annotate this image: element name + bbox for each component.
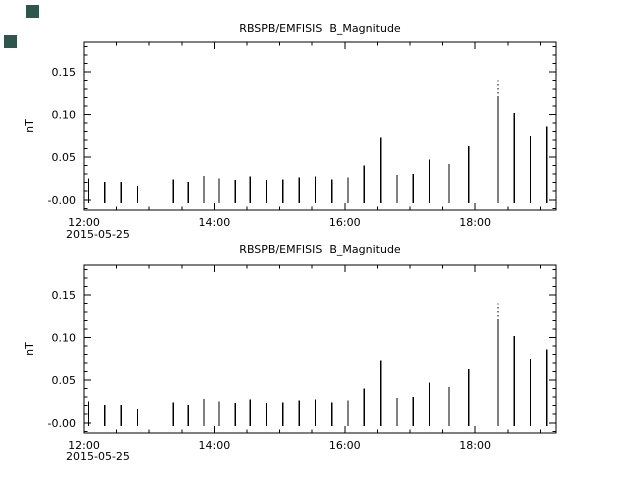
panel-2-title: RBSPB/EMFISIS B_Magnitude [239,243,401,256]
panel-1-title: RBSPB/EMFISIS B_Magnitude [239,22,401,35]
panel-2-date-label: 2015-05-25 [66,450,130,463]
svg-text:16:00: 16:00 [329,216,361,229]
svg-text:0.15: 0.15 [52,66,77,79]
svg-text:16:00: 16:00 [329,439,361,452]
svg-text:14:00: 14:00 [199,439,231,452]
svg-text:12:00: 12:00 [68,439,100,452]
svg-text:0.05: 0.05 [52,151,77,164]
corner-square-left [4,35,17,48]
svg-text:0.10: 0.10 [52,331,77,344]
svg-text:0.15: 0.15 [52,289,77,302]
plot-panel-2: 12:00 14:00 16:00 18:00 -0.00 0.05 0.10 0.15 [48,264,557,452]
svg-text:18:00: 18:00 [459,216,491,229]
plot-panel-1: 12:00 14:00 16:00 18:00 -0.00 0.05 0.10 0.15 [48,41,557,229]
svg-text:0.05: 0.05 [52,374,77,387]
panel-1-date-label: 2015-05-25 [66,228,130,241]
svg-text:18:00: 18:00 [459,439,491,452]
svg-text:-0.00: -0.00 [48,417,76,430]
svg-text:14:00: 14:00 [199,216,231,229]
svg-text:0.10: 0.10 [52,108,77,121]
corner-square-top [26,5,39,18]
svg-text:-0.00: -0.00 [48,194,76,207]
svg-text:12:00: 12:00 [68,216,100,229]
